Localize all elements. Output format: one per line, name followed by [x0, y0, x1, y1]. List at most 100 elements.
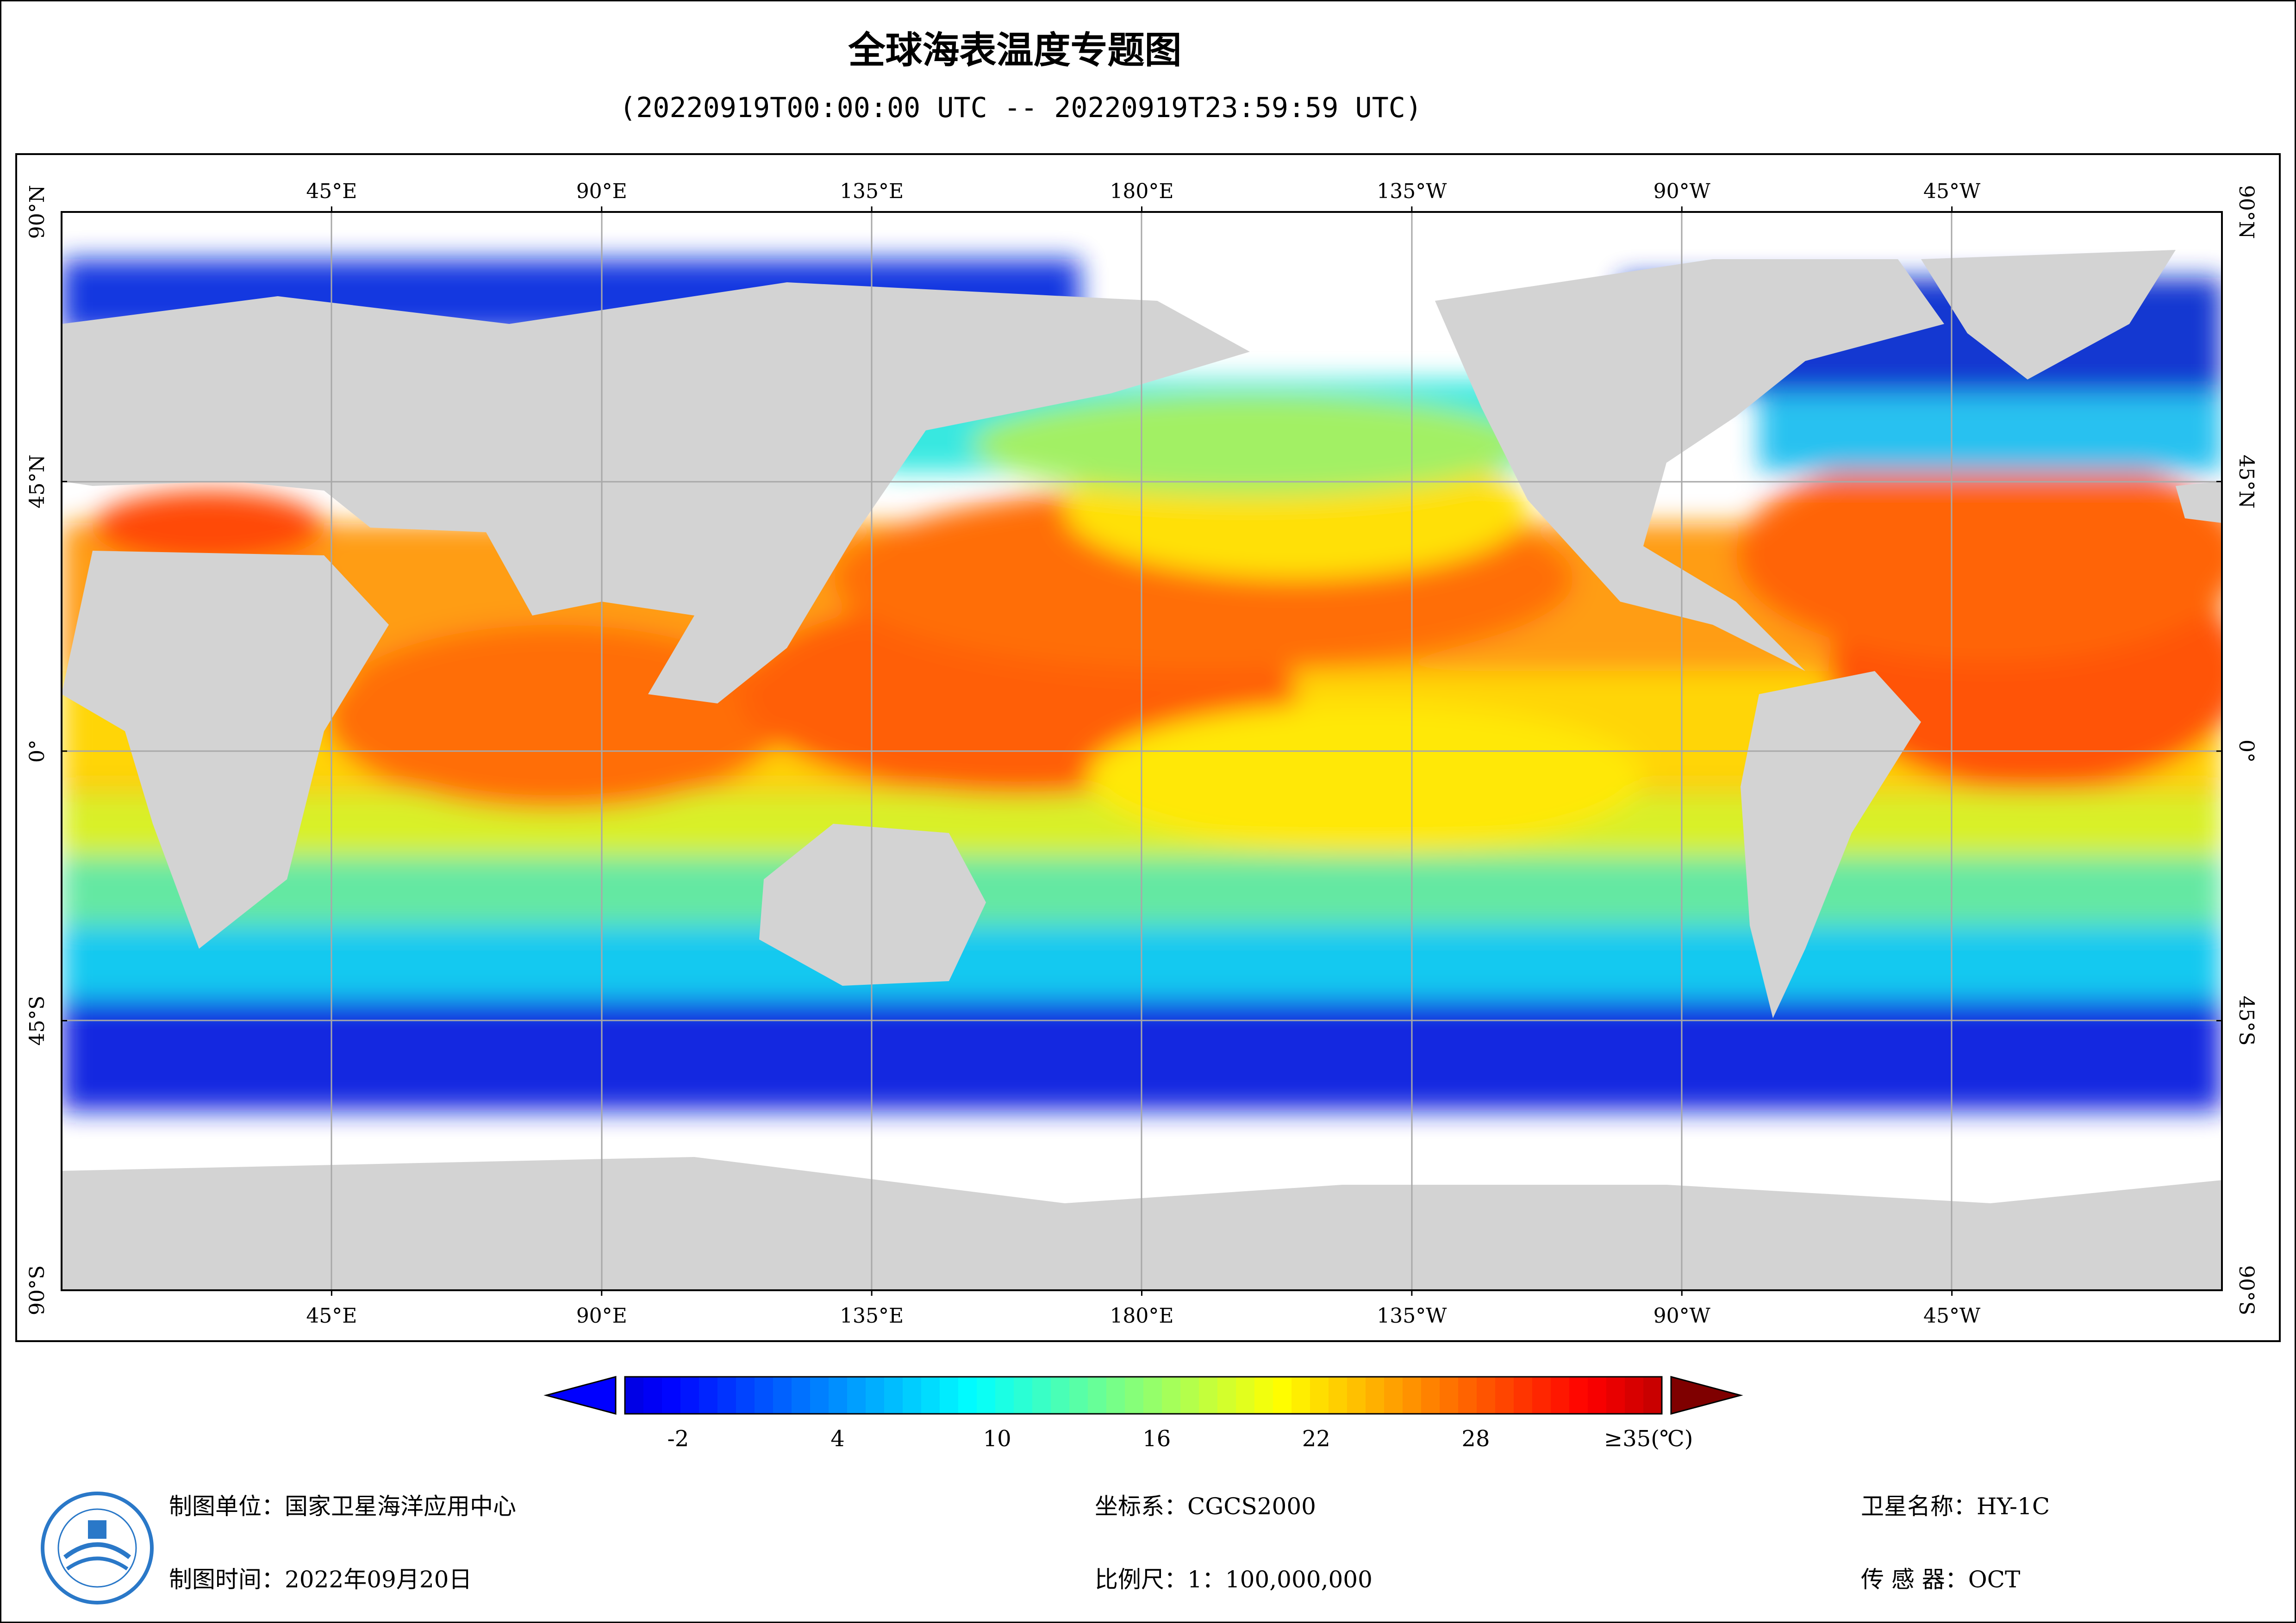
lon-label-top: 45°W [1923, 180, 1981, 203]
map-producer: 制图单位：国家卫星海洋应用中心 [169, 1493, 516, 1520]
lat-label-left: 45°N [25, 454, 49, 509]
lat-label-right: 45°N [2234, 454, 2258, 509]
colorbar-segment [1477, 1377, 1496, 1414]
colorbar: -2 4 10 16 22 28 ≥35(℃) [543, 1376, 1743, 1452]
colorbar-segment [1069, 1377, 1088, 1414]
colorbar-segment [1273, 1377, 1292, 1414]
colorbar-segment [662, 1377, 681, 1414]
colorbar-segment [1458, 1377, 1477, 1414]
colorbar-segment [1106, 1377, 1125, 1414]
satellite-name: 卫星名称：HY-1C [1861, 1493, 2050, 1520]
lat-label-right: 90°N [2234, 185, 2258, 239]
lon-label-top: 90°W [1653, 180, 1711, 203]
colorbar-segment [1310, 1377, 1329, 1414]
colorbar-segment [1606, 1377, 1625, 1414]
colorbar-segment [773, 1377, 792, 1414]
lat-label-right: 90°S [2234, 1265, 2258, 1315]
colorbar-segment [1440, 1377, 1459, 1414]
graticule [62, 212, 2222, 1290]
lon-label-bottom: 180°E [1110, 1304, 1173, 1328]
colorbar-segment [1088, 1377, 1107, 1414]
colorbar-segment [1292, 1377, 1310, 1414]
colorbar-tick-label: -2 [667, 1426, 689, 1452]
lon-label-top: 180°E [1110, 180, 1173, 203]
lat-label-right: 0° [2234, 740, 2258, 763]
colorbar-segment [1588, 1377, 1607, 1414]
agency-logo [41, 1492, 154, 1604]
colorbar-segment [1125, 1377, 1144, 1414]
colorbar-tick-label: ≥35(℃) [1604, 1426, 1693, 1452]
colorbar-tick-label: 28 [1461, 1426, 1490, 1452]
colorbar-segment [680, 1377, 699, 1414]
colorbar-segment [829, 1377, 848, 1414]
colorbar-segment [903, 1377, 922, 1414]
lat-label-left: 90°S [25, 1265, 49, 1315]
colorbar-segment [1625, 1377, 1644, 1414]
colorbar-segment [625, 1377, 644, 1414]
colorbar-tick-label: 4 [830, 1426, 845, 1452]
lon-label-top: 135°E [840, 180, 904, 203]
map-date: 制图时间：2022年09月20日 [169, 1566, 472, 1593]
colorbar-segment [958, 1377, 977, 1414]
colorbar-segment [1532, 1377, 1551, 1414]
colorbar-segment [1421, 1377, 1440, 1414]
colorbar-segment [1347, 1377, 1366, 1414]
colorbar-tick-label: 22 [1302, 1426, 1330, 1452]
colorbar-segment [977, 1377, 996, 1414]
colorbar-segment [1032, 1377, 1051, 1414]
colorbar-segment [1143, 1377, 1162, 1414]
lat-label-left: 90°N [25, 185, 49, 239]
colorbar-segment [1051, 1377, 1070, 1414]
colorbar-segment [847, 1377, 866, 1414]
map-scale: 比例尺：1：100,000,000 [1095, 1566, 1373, 1593]
colorbar-segment [1329, 1377, 1348, 1414]
lon-label-bottom: 135°W [1377, 1304, 1447, 1328]
colorbar-tick-label: 10 [983, 1426, 1011, 1452]
lon-label-bottom: 90°W [1653, 1304, 1711, 1328]
map-outer-border [15, 153, 2281, 1342]
colorbar-segment [810, 1377, 829, 1414]
colorbar-segment [921, 1377, 940, 1414]
lon-label-top: 45°E [306, 180, 357, 203]
colorbar-segment [866, 1377, 885, 1414]
colorbar-segment [1384, 1377, 1403, 1414]
colorbar-segment [1569, 1377, 1588, 1414]
lat-label-right: 45°S [2234, 995, 2258, 1045]
lon-label-bottom: 45°W [1923, 1304, 1981, 1328]
colorbar-segment [940, 1377, 959, 1414]
colorbar-segment [699, 1377, 718, 1414]
colorbar-segment [995, 1377, 1014, 1414]
lon-label-top: 135°W [1377, 180, 1447, 203]
colorbar-segment [1551, 1377, 1570, 1414]
colorbar-segment [1495, 1377, 1514, 1414]
time-range-subtitle: (20220919T00:00:00 UTC -- 20220919T23:59… [619, 92, 1422, 124]
map-title: 全球海表温度专题图 [848, 29, 1182, 72]
colorbar-segment [1514, 1377, 1533, 1414]
colorbar-segment [1254, 1377, 1273, 1414]
lon-label-bottom: 45°E [306, 1304, 357, 1328]
colorbar-segment [884, 1377, 903, 1414]
colorbar-segment [1180, 1377, 1199, 1414]
lat-label-left: 45°S [25, 995, 49, 1045]
colorbar-outline [624, 1376, 1663, 1415]
colorbar-segment [792, 1377, 811, 1414]
colorbar-segment [1643, 1377, 1662, 1414]
colorbar-segment [1199, 1377, 1218, 1414]
colorbar-segment [718, 1377, 736, 1414]
colorbar-segment [1366, 1377, 1385, 1414]
colorbar-segment [643, 1377, 662, 1414]
colorbar-segment [1236, 1377, 1255, 1414]
latitude-labels: 90°N 90°N 45°N 45°N 0° 0° 45°S 45°S 90°S 90°S [25, 185, 2258, 1315]
longitude-labels: 45°E 45°E 90°E 90°E 135°E 135°E 180°E 180°E 135°… [306, 180, 1981, 1328]
lon-label-bottom: 90°E [576, 1304, 627, 1328]
coordinate-system: 坐标系：CGCS2000 [1095, 1493, 1316, 1520]
sensor-name: 传 感 器：OCT [1861, 1566, 2021, 1593]
colorbar-segment [736, 1377, 755, 1414]
colorbar-segment [1217, 1377, 1236, 1414]
lat-label-left: 0° [25, 740, 49, 763]
colorbar-segment [755, 1377, 774, 1414]
colorbar-segment [1162, 1377, 1181, 1414]
colorbar-segment [1014, 1377, 1033, 1414]
